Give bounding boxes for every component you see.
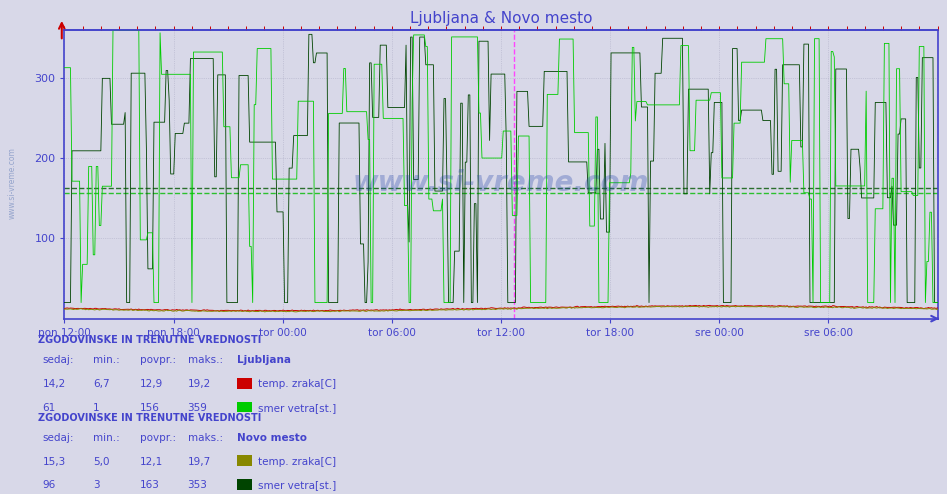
Text: 163: 163 [140,481,160,491]
Text: 1: 1 [93,403,99,413]
Text: smer vetra[st.]: smer vetra[st.] [258,403,336,413]
Text: 359: 359 [188,403,207,413]
Text: 3: 3 [93,481,99,491]
Text: min.:: min.: [93,356,119,366]
Text: 5,0: 5,0 [93,457,109,467]
Text: 156: 156 [140,403,160,413]
Text: min.:: min.: [93,433,119,443]
Text: 353: 353 [188,481,207,491]
Text: 61: 61 [43,403,56,413]
Text: ZGODOVINSKE IN TRENUTNE VREDNOSTI: ZGODOVINSKE IN TRENUTNE VREDNOSTI [38,413,261,423]
Text: povpr.:: povpr.: [140,356,176,366]
Text: Novo mesto: Novo mesto [237,433,307,443]
Text: temp. zraka[C]: temp. zraka[C] [258,457,335,467]
Text: 14,2: 14,2 [43,379,66,389]
Text: smer vetra[st.]: smer vetra[st.] [258,481,336,491]
Text: maks.:: maks.: [188,433,223,443]
Text: sedaj:: sedaj: [43,356,74,366]
Text: 19,7: 19,7 [188,457,211,467]
Text: Ljubljana: Ljubljana [237,356,291,366]
Text: sedaj:: sedaj: [43,433,74,443]
Text: www.si-vreme.com: www.si-vreme.com [352,169,650,197]
Text: 19,2: 19,2 [188,379,211,389]
Title: Ljubljana & Novo mesto: Ljubljana & Novo mesto [410,11,592,26]
Text: 12,9: 12,9 [140,379,164,389]
Text: 12,1: 12,1 [140,457,164,467]
Text: ZGODOVINSKE IN TRENUTNE VREDNOSTI: ZGODOVINSKE IN TRENUTNE VREDNOSTI [38,335,261,345]
Text: 6,7: 6,7 [93,379,110,389]
Text: maks.:: maks.: [188,356,223,366]
Text: temp. zraka[C]: temp. zraka[C] [258,379,335,389]
Text: 96: 96 [43,481,56,491]
Text: povpr.:: povpr.: [140,433,176,443]
Text: 15,3: 15,3 [43,457,66,467]
Text: www.si-vreme.com: www.si-vreme.com [8,147,17,219]
